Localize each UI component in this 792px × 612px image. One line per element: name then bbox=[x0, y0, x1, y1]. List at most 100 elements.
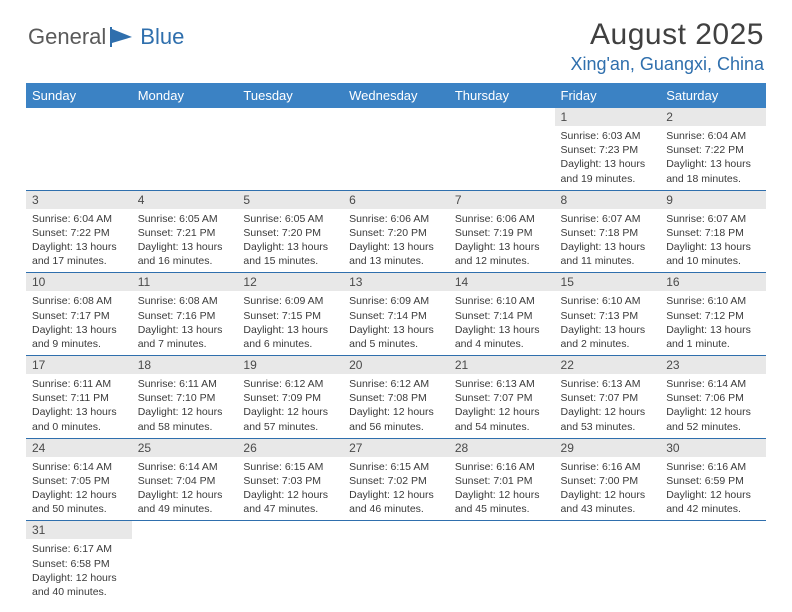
header: General Blue August 2025 Xing'an, Guangx… bbox=[0, 0, 792, 83]
day-number: 24 bbox=[26, 439, 132, 457]
calendar-day: 29Sunrise: 6:16 AMSunset: 7:00 PMDayligh… bbox=[555, 438, 661, 521]
day-number: 2 bbox=[660, 108, 766, 126]
calendar-day bbox=[132, 108, 238, 190]
day-details: Sunrise: 6:12 AMSunset: 7:08 PMDaylight:… bbox=[343, 374, 449, 438]
day-details: Sunrise: 6:09 AMSunset: 7:15 PMDaylight:… bbox=[237, 291, 343, 355]
calendar-day bbox=[26, 108, 132, 190]
day-details: Sunrise: 6:15 AMSunset: 7:02 PMDaylight:… bbox=[343, 457, 449, 521]
calendar-week: 24Sunrise: 6:14 AMSunset: 7:05 PMDayligh… bbox=[26, 438, 766, 521]
calendar-day: 12Sunrise: 6:09 AMSunset: 7:15 PMDayligh… bbox=[237, 273, 343, 356]
day-header: Wednesday bbox=[343, 83, 449, 108]
day-number: 21 bbox=[449, 356, 555, 374]
calendar-day: 5Sunrise: 6:05 AMSunset: 7:20 PMDaylight… bbox=[237, 190, 343, 273]
calendar-week: 17Sunrise: 6:11 AMSunset: 7:11 PMDayligh… bbox=[26, 356, 766, 439]
calendar-day: 19Sunrise: 6:12 AMSunset: 7:09 PMDayligh… bbox=[237, 356, 343, 439]
calendar-day bbox=[132, 521, 238, 603]
day-details: Sunrise: 6:09 AMSunset: 7:14 PMDaylight:… bbox=[343, 291, 449, 355]
day-number: 10 bbox=[26, 273, 132, 291]
day-header-row: SundayMondayTuesdayWednesdayThursdayFrid… bbox=[26, 83, 766, 108]
calendar-day: 20Sunrise: 6:12 AMSunset: 7:08 PMDayligh… bbox=[343, 356, 449, 439]
day-details: Sunrise: 6:05 AMSunset: 7:21 PMDaylight:… bbox=[132, 209, 238, 273]
day-header: Friday bbox=[555, 83, 661, 108]
day-details: Sunrise: 6:10 AMSunset: 7:14 PMDaylight:… bbox=[449, 291, 555, 355]
day-number: 19 bbox=[237, 356, 343, 374]
day-header: Saturday bbox=[660, 83, 766, 108]
day-number: 6 bbox=[343, 191, 449, 209]
calendar-day: 28Sunrise: 6:16 AMSunset: 7:01 PMDayligh… bbox=[449, 438, 555, 521]
day-details: Sunrise: 6:14 AMSunset: 7:04 PMDaylight:… bbox=[132, 457, 238, 521]
logo: General Blue bbox=[28, 24, 184, 50]
calendar-body: 1Sunrise: 6:03 AMSunset: 7:23 PMDaylight… bbox=[26, 108, 766, 603]
calendar-day: 7Sunrise: 6:06 AMSunset: 7:19 PMDaylight… bbox=[449, 190, 555, 273]
calendar-day bbox=[660, 521, 766, 603]
day-number: 31 bbox=[26, 521, 132, 539]
day-details: Sunrise: 6:10 AMSunset: 7:13 PMDaylight:… bbox=[555, 291, 661, 355]
day-header: Sunday bbox=[26, 83, 132, 108]
day-details: Sunrise: 6:14 AMSunset: 7:06 PMDaylight:… bbox=[660, 374, 766, 438]
calendar-day: 3Sunrise: 6:04 AMSunset: 7:22 PMDaylight… bbox=[26, 190, 132, 273]
calendar-day: 16Sunrise: 6:10 AMSunset: 7:12 PMDayligh… bbox=[660, 273, 766, 356]
day-details: Sunrise: 6:16 AMSunset: 7:00 PMDaylight:… bbox=[555, 457, 661, 521]
calendar-day bbox=[343, 521, 449, 603]
day-details: Sunrise: 6:08 AMSunset: 7:17 PMDaylight:… bbox=[26, 291, 132, 355]
day-details: Sunrise: 6:05 AMSunset: 7:20 PMDaylight:… bbox=[237, 209, 343, 273]
calendar-day: 18Sunrise: 6:11 AMSunset: 7:10 PMDayligh… bbox=[132, 356, 238, 439]
day-header: Monday bbox=[132, 83, 238, 108]
calendar-table: SundayMondayTuesdayWednesdayThursdayFrid… bbox=[26, 83, 766, 603]
day-details: Sunrise: 6:13 AMSunset: 7:07 PMDaylight:… bbox=[555, 374, 661, 438]
day-details: Sunrise: 6:11 AMSunset: 7:11 PMDaylight:… bbox=[26, 374, 132, 438]
logo-text-general: General bbox=[28, 24, 106, 50]
day-details: Sunrise: 6:10 AMSunset: 7:12 PMDaylight:… bbox=[660, 291, 766, 355]
day-details: Sunrise: 6:16 AMSunset: 6:59 PMDaylight:… bbox=[660, 457, 766, 521]
calendar-day bbox=[237, 108, 343, 190]
day-number: 26 bbox=[237, 439, 343, 457]
calendar-day: 21Sunrise: 6:13 AMSunset: 7:07 PMDayligh… bbox=[449, 356, 555, 439]
calendar-day: 31Sunrise: 6:17 AMSunset: 6:58 PMDayligh… bbox=[26, 521, 132, 603]
calendar-day: 4Sunrise: 6:05 AMSunset: 7:21 PMDaylight… bbox=[132, 190, 238, 273]
day-details: Sunrise: 6:04 AMSunset: 7:22 PMDaylight:… bbox=[660, 126, 766, 190]
day-details: Sunrise: 6:06 AMSunset: 7:20 PMDaylight:… bbox=[343, 209, 449, 273]
calendar-day: 6Sunrise: 6:06 AMSunset: 7:20 PMDaylight… bbox=[343, 190, 449, 273]
day-number: 23 bbox=[660, 356, 766, 374]
calendar-week: 1Sunrise: 6:03 AMSunset: 7:23 PMDaylight… bbox=[26, 108, 766, 190]
day-details: Sunrise: 6:15 AMSunset: 7:03 PMDaylight:… bbox=[237, 457, 343, 521]
day-number: 29 bbox=[555, 439, 661, 457]
day-number: 5 bbox=[237, 191, 343, 209]
day-number: 17 bbox=[26, 356, 132, 374]
calendar-day: 27Sunrise: 6:15 AMSunset: 7:02 PMDayligh… bbox=[343, 438, 449, 521]
calendar-day: 1Sunrise: 6:03 AMSunset: 7:23 PMDaylight… bbox=[555, 108, 661, 190]
day-number: 14 bbox=[449, 273, 555, 291]
logo-text-blue: Blue bbox=[140, 24, 184, 50]
day-number: 9 bbox=[660, 191, 766, 209]
day-details: Sunrise: 6:07 AMSunset: 7:18 PMDaylight:… bbox=[555, 209, 661, 273]
day-number: 3 bbox=[26, 191, 132, 209]
calendar-day: 26Sunrise: 6:15 AMSunset: 7:03 PMDayligh… bbox=[237, 438, 343, 521]
day-details: Sunrise: 6:11 AMSunset: 7:10 PMDaylight:… bbox=[132, 374, 238, 438]
day-number: 4 bbox=[132, 191, 238, 209]
calendar-day bbox=[449, 521, 555, 603]
calendar-week: 3Sunrise: 6:04 AMSunset: 7:22 PMDaylight… bbox=[26, 190, 766, 273]
day-number: 25 bbox=[132, 439, 238, 457]
day-number: 28 bbox=[449, 439, 555, 457]
day-details: Sunrise: 6:14 AMSunset: 7:05 PMDaylight:… bbox=[26, 457, 132, 521]
calendar-day: 17Sunrise: 6:11 AMSunset: 7:11 PMDayligh… bbox=[26, 356, 132, 439]
day-number: 13 bbox=[343, 273, 449, 291]
location: Xing'an, Guangxi, China bbox=[570, 54, 764, 75]
calendar-day: 14Sunrise: 6:10 AMSunset: 7:14 PMDayligh… bbox=[449, 273, 555, 356]
day-details: Sunrise: 6:16 AMSunset: 7:01 PMDaylight:… bbox=[449, 457, 555, 521]
day-number: 1 bbox=[555, 108, 661, 126]
calendar-day bbox=[343, 108, 449, 190]
calendar-day: 25Sunrise: 6:14 AMSunset: 7:04 PMDayligh… bbox=[132, 438, 238, 521]
day-number: 30 bbox=[660, 439, 766, 457]
day-details: Sunrise: 6:13 AMSunset: 7:07 PMDaylight:… bbox=[449, 374, 555, 438]
day-number: 15 bbox=[555, 273, 661, 291]
calendar-day: 24Sunrise: 6:14 AMSunset: 7:05 PMDayligh… bbox=[26, 438, 132, 521]
calendar-day bbox=[555, 521, 661, 603]
day-details: Sunrise: 6:07 AMSunset: 7:18 PMDaylight:… bbox=[660, 209, 766, 273]
day-details: Sunrise: 6:03 AMSunset: 7:23 PMDaylight:… bbox=[555, 126, 661, 190]
calendar-day: 22Sunrise: 6:13 AMSunset: 7:07 PMDayligh… bbox=[555, 356, 661, 439]
calendar-day: 15Sunrise: 6:10 AMSunset: 7:13 PMDayligh… bbox=[555, 273, 661, 356]
calendar-day: 11Sunrise: 6:08 AMSunset: 7:16 PMDayligh… bbox=[132, 273, 238, 356]
logo-flag-icon bbox=[110, 27, 138, 47]
day-details: Sunrise: 6:04 AMSunset: 7:22 PMDaylight:… bbox=[26, 209, 132, 273]
